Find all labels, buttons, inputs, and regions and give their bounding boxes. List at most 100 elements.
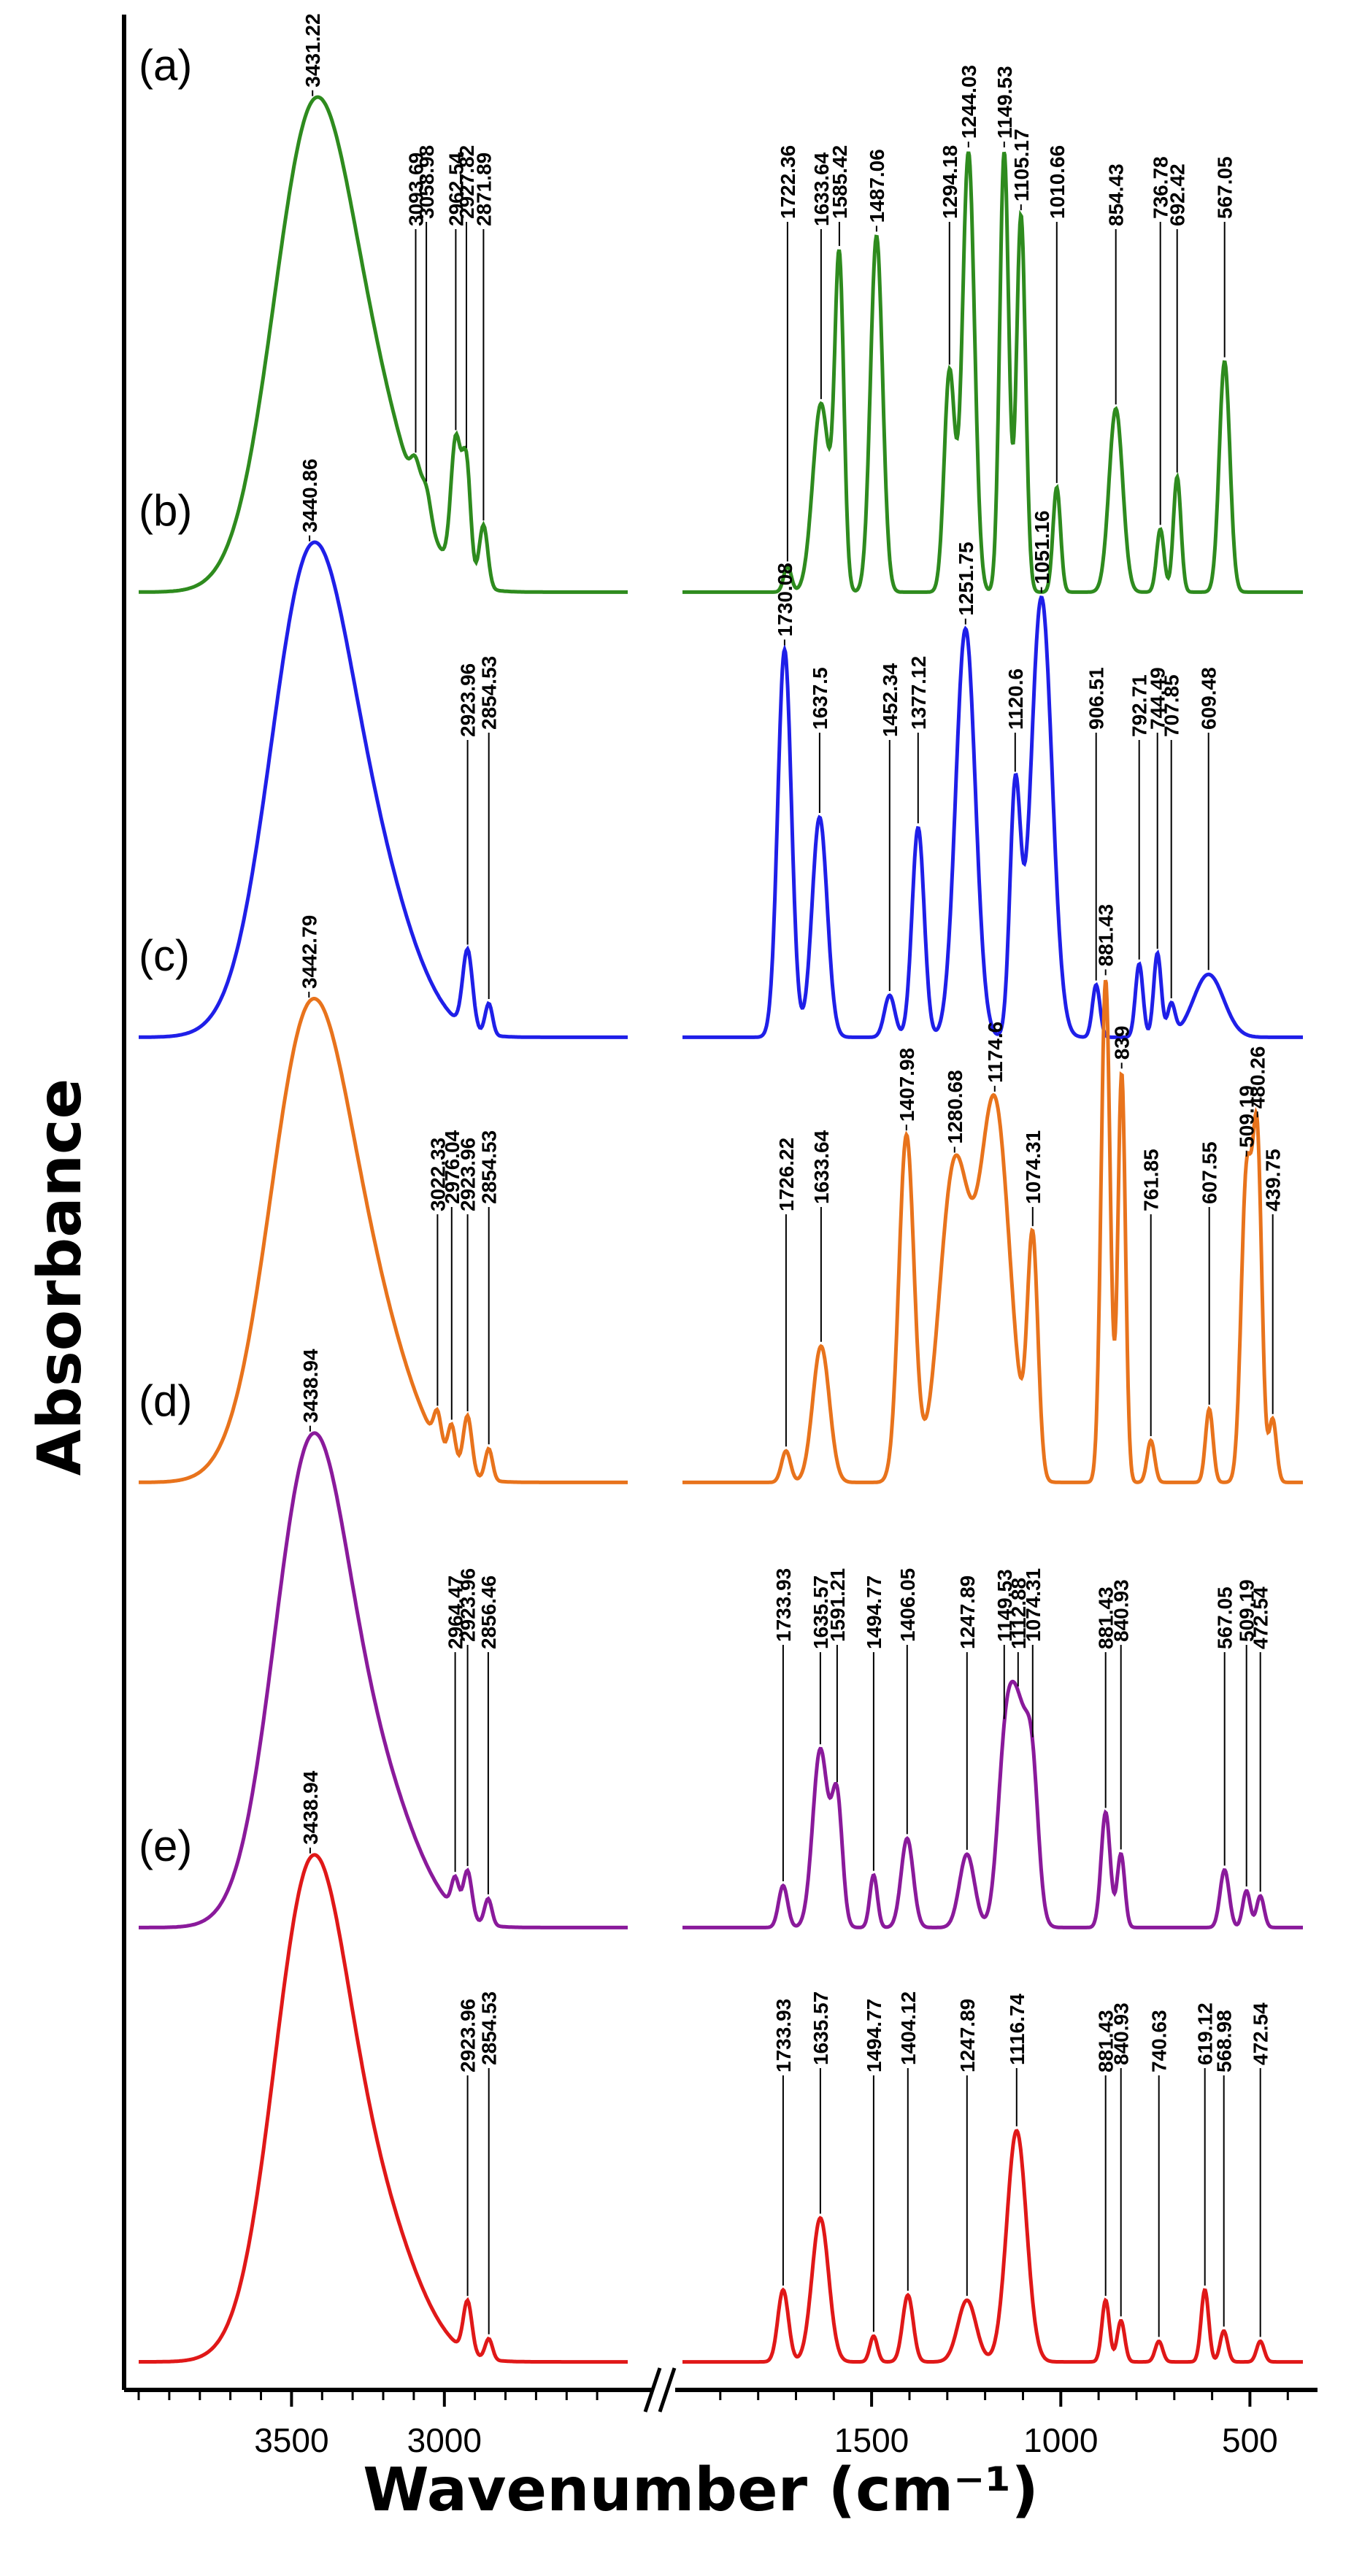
spectrum-line-low xyxy=(682,1679,1303,1929)
peak-label: 1377.12 xyxy=(907,656,930,730)
peak-label: 1051.16 xyxy=(1031,510,1053,584)
peak-label: 3438.94 xyxy=(299,1349,322,1423)
peak-label: 854.43 xyxy=(1105,163,1128,226)
peak-label: 1407.98 xyxy=(896,1048,918,1122)
peak-label: 1585.42 xyxy=(828,145,851,219)
spectrum-line-high xyxy=(139,1853,628,2364)
panel-label: (d) xyxy=(139,1376,192,1425)
peak-label: 1591.21 xyxy=(826,1568,849,1642)
x-axis-title: Wavenumber (cm⁻¹) xyxy=(363,2456,1039,2525)
peak-label: 1074.31 xyxy=(1022,1568,1045,1642)
x-tick-label: 500 xyxy=(1222,2421,1278,2459)
peak-label: 881.43 xyxy=(1095,1586,1118,1649)
peak-label: 3431.22 xyxy=(301,13,324,87)
peak-label: 607.55 xyxy=(1199,1141,1221,1204)
peak-label: 881.43 xyxy=(1095,904,1118,967)
peak-label: 2976.04 xyxy=(441,1130,463,1204)
peak-label: 2854.53 xyxy=(478,656,501,730)
peak-label: 1247.89 xyxy=(956,1999,979,2072)
peak-label: 2854.53 xyxy=(478,1130,501,1204)
peak-label: 480.26 xyxy=(1247,1046,1269,1109)
peak-label: 692.42 xyxy=(1166,163,1189,226)
peak-label: 3440.86 xyxy=(299,458,321,532)
axis-break-mark xyxy=(643,2367,677,2413)
peak-label: 3442.79 xyxy=(298,915,320,989)
peak-label: 1074.31 xyxy=(1022,1130,1045,1204)
x-tick-label: 1000 xyxy=(1023,2421,1098,2459)
spectrum-line-low xyxy=(682,979,1303,1484)
peak-label: 740.63 xyxy=(1148,2010,1171,2072)
peak-label: 1635.57 xyxy=(809,1991,832,2065)
peak-label: 1494.77 xyxy=(863,1999,885,2072)
peak-label: 3093.69 xyxy=(405,153,428,226)
peak-label: 1120.6 xyxy=(1004,668,1027,730)
peak-label: 736.78 xyxy=(1150,156,1172,219)
spectrum-line-low xyxy=(682,595,1303,1039)
peak-label: 1733.93 xyxy=(772,1999,795,2072)
peak-label: 840.93 xyxy=(1110,2002,1133,2065)
peak-label: 3438.94 xyxy=(299,1770,322,1845)
x-tick-label: 3500 xyxy=(254,2421,328,2459)
peak-label: 3058.98 xyxy=(415,145,438,219)
panel-label: (c) xyxy=(139,931,190,980)
peak-label: 1487.06 xyxy=(866,149,888,223)
peak-label: 2871.89 xyxy=(472,153,495,226)
peak-label: 1149.53 xyxy=(993,66,1016,139)
peak-label: 1494.77 xyxy=(863,1576,885,1649)
peak-label: 472.54 xyxy=(1250,1586,1272,1649)
peak-label: 1726.22 xyxy=(775,1138,798,1211)
peak-label: 1112.88 xyxy=(1007,1578,1030,1649)
peak-label: 1251.75 xyxy=(955,541,977,615)
peak-label: 1452.34 xyxy=(879,663,901,737)
peak-label: 1244.03 xyxy=(958,65,980,139)
x-tick-label: 1500 xyxy=(834,2421,909,2459)
panel-label: (b) xyxy=(139,486,192,535)
peak-label: 707.85 xyxy=(1161,674,1183,737)
peak-label: 1116.74 xyxy=(1006,1993,1028,2065)
peak-label: 2962.54 xyxy=(445,152,467,226)
peak-label: 2964.47 xyxy=(445,1576,467,1649)
panel-label: (a) xyxy=(139,41,192,90)
peak-label: 1174.6 xyxy=(984,1022,1007,1083)
peak-label: 2923.96 xyxy=(457,1568,480,1642)
peak-label: 881.43 xyxy=(1095,2010,1118,2072)
peak-label: 1633.64 xyxy=(810,152,833,226)
peak-label: 1722.36 xyxy=(777,145,799,219)
spectrum-line-high xyxy=(139,1431,628,1929)
peak-label: 1149.53 xyxy=(993,1569,1016,1642)
y-axis-title: Absorbance xyxy=(26,1079,95,1476)
peak-label: 619.12 xyxy=(1194,2002,1217,2065)
peak-label: 761.85 xyxy=(1140,1149,1163,1211)
peak-label: 1294.18 xyxy=(939,145,961,219)
peak-label: 1404.12 xyxy=(897,1991,920,2065)
peak-label: 567.05 xyxy=(1214,1586,1236,1649)
peak-label: 509.19 xyxy=(1236,1579,1258,1642)
peak-label: 1247.89 xyxy=(956,1576,979,1649)
peak-label: 1633.64 xyxy=(810,1130,833,1204)
spectrum-line-low xyxy=(682,2129,1303,2364)
peak-label: 2854.53 xyxy=(478,1991,501,2065)
peak-label: 906.51 xyxy=(1085,667,1108,730)
peak-label: 1105.17 xyxy=(1010,128,1033,201)
spectrum-line-high xyxy=(139,997,628,1484)
peak-label: 2923.96 xyxy=(457,1138,480,1211)
spectrum-line-high xyxy=(139,95,628,594)
peak-label: 472.54 xyxy=(1250,2002,1272,2065)
peak-label: 1730.08 xyxy=(774,563,796,636)
panel-label: (e) xyxy=(139,1821,192,1870)
peak-label: 3022.33 xyxy=(426,1138,449,1211)
spectrum-line-low xyxy=(682,151,1303,594)
peak-label: 568.98 xyxy=(1213,2010,1236,2072)
peak-label: 509.19 xyxy=(1236,1085,1258,1148)
peak-label: 2923.96 xyxy=(457,663,480,737)
peak-label: 1733.93 xyxy=(772,1568,795,1642)
x-tick-label: 3000 xyxy=(407,2421,482,2459)
peak-label: 609.48 xyxy=(1198,667,1220,730)
axes: 3500 3000 1500 1000 500 xyxy=(122,15,1318,2459)
peak-label: 840.93 xyxy=(1110,1579,1133,1642)
